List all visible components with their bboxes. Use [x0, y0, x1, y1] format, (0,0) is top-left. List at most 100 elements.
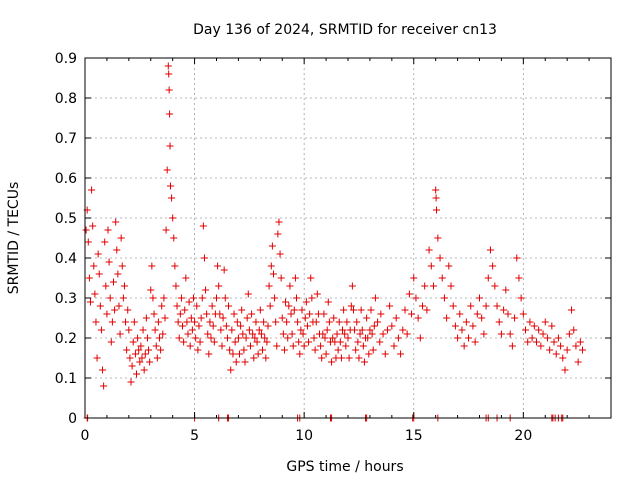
data-point — [554, 334, 562, 342]
data-point — [261, 334, 269, 342]
data-point — [257, 330, 265, 338]
y-tick-label: 0.9 — [55, 51, 77, 67]
data-point — [283, 318, 291, 326]
x-tick-label: 5 — [190, 428, 199, 444]
data-point — [284, 334, 292, 342]
data-point — [425, 246, 433, 254]
data-point — [482, 302, 490, 310]
data-point — [125, 326, 133, 334]
data-point — [146, 358, 154, 366]
data-point — [462, 318, 470, 326]
data-point — [216, 310, 224, 318]
data-point — [108, 318, 116, 326]
data-point — [427, 262, 435, 270]
data-point — [218, 342, 226, 350]
data-point — [101, 238, 109, 246]
data-point — [272, 318, 280, 326]
data-point — [107, 338, 115, 346]
data-point — [502, 286, 510, 294]
data-point — [515, 274, 523, 282]
data-point — [194, 346, 202, 354]
data-point — [164, 62, 172, 70]
data-point — [328, 358, 336, 366]
data-point — [214, 262, 222, 270]
data-point — [528, 334, 536, 342]
data-point — [205, 350, 213, 358]
data-point — [179, 322, 187, 330]
data-point — [195, 322, 203, 330]
data-point — [433, 206, 441, 214]
data-point — [166, 110, 174, 118]
data-point — [447, 282, 455, 290]
data-point — [310, 334, 318, 342]
data-point — [154, 318, 162, 326]
data-point — [305, 338, 313, 346]
data-point — [282, 298, 290, 306]
data-point — [349, 306, 357, 314]
data-point — [173, 302, 181, 310]
data-point — [177, 294, 185, 302]
data-point — [287, 310, 295, 318]
data-point — [298, 306, 306, 314]
data-point — [127, 378, 135, 386]
data-point — [329, 334, 337, 342]
data-point — [308, 294, 316, 302]
data-point — [189, 294, 197, 302]
data-point — [168, 194, 176, 202]
data-point — [243, 314, 251, 322]
data-point — [112, 218, 120, 226]
data-point — [443, 314, 451, 322]
data-point — [339, 326, 347, 334]
data-point — [142, 314, 150, 322]
data-point — [210, 338, 218, 346]
data-point — [191, 318, 199, 326]
data-point — [221, 294, 229, 302]
data-point — [116, 330, 124, 338]
data-point — [550, 338, 558, 346]
data-point — [449, 302, 457, 310]
data-point — [160, 294, 168, 302]
data-point — [526, 318, 534, 326]
data-point — [135, 346, 143, 354]
data-point — [151, 326, 159, 334]
data-point — [334, 346, 342, 354]
data-point — [129, 338, 137, 346]
data-point — [166, 142, 174, 150]
data-point — [109, 278, 117, 286]
data-point — [223, 334, 231, 342]
data-point — [208, 302, 216, 310]
data-point — [267, 262, 275, 270]
data-point — [493, 302, 501, 310]
data-point — [253, 338, 261, 346]
data-point — [429, 282, 437, 290]
data-point — [84, 238, 92, 246]
data-point — [340, 306, 348, 314]
data-point — [225, 302, 233, 310]
data-point — [423, 306, 431, 314]
data-point — [232, 358, 240, 366]
data-point — [563, 346, 571, 354]
data-point — [355, 354, 363, 362]
data-point — [124, 306, 132, 314]
data-point — [153, 354, 161, 362]
data-point — [541, 318, 549, 326]
data-point — [256, 306, 264, 314]
data-point — [227, 366, 235, 374]
data-point — [105, 258, 113, 266]
data-point — [249, 330, 257, 338]
data-point — [114, 270, 122, 278]
data-point — [255, 326, 263, 334]
y-tick-label: 0.5 — [55, 211, 77, 227]
data-point — [296, 350, 304, 358]
data-point — [215, 282, 223, 290]
data-point — [307, 274, 315, 282]
data-point — [244, 290, 252, 298]
y-axis-label: SRMTID / TECUs — [6, 182, 22, 295]
data-point — [506, 330, 514, 338]
data-point — [532, 338, 540, 346]
data-point — [93, 354, 101, 362]
data-point — [419, 302, 427, 310]
data-point — [192, 334, 200, 342]
data-point — [175, 334, 183, 342]
data-point — [517, 294, 525, 302]
